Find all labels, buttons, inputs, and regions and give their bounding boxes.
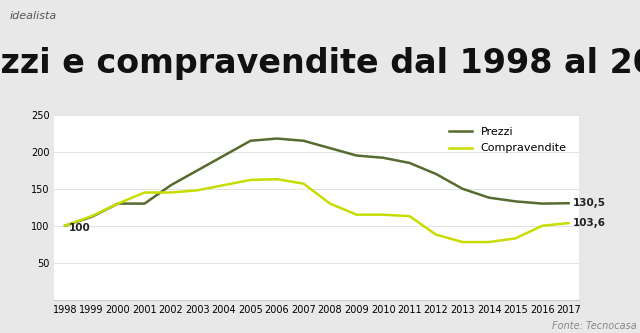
Text: Prezzi e compravendite dal 1998 al 2017: Prezzi e compravendite dal 1998 al 2017: [0, 47, 640, 80]
Text: 103,6: 103,6: [573, 218, 605, 228]
Text: 130,5: 130,5: [573, 198, 605, 208]
Text: Fonte: Tecnocasa: Fonte: Tecnocasa: [552, 321, 637, 331]
Legend: Prezzi, Compravendite: Prezzi, Compravendite: [445, 122, 571, 158]
Text: 100: 100: [69, 223, 91, 233]
Text: idealista: idealista: [10, 11, 57, 21]
